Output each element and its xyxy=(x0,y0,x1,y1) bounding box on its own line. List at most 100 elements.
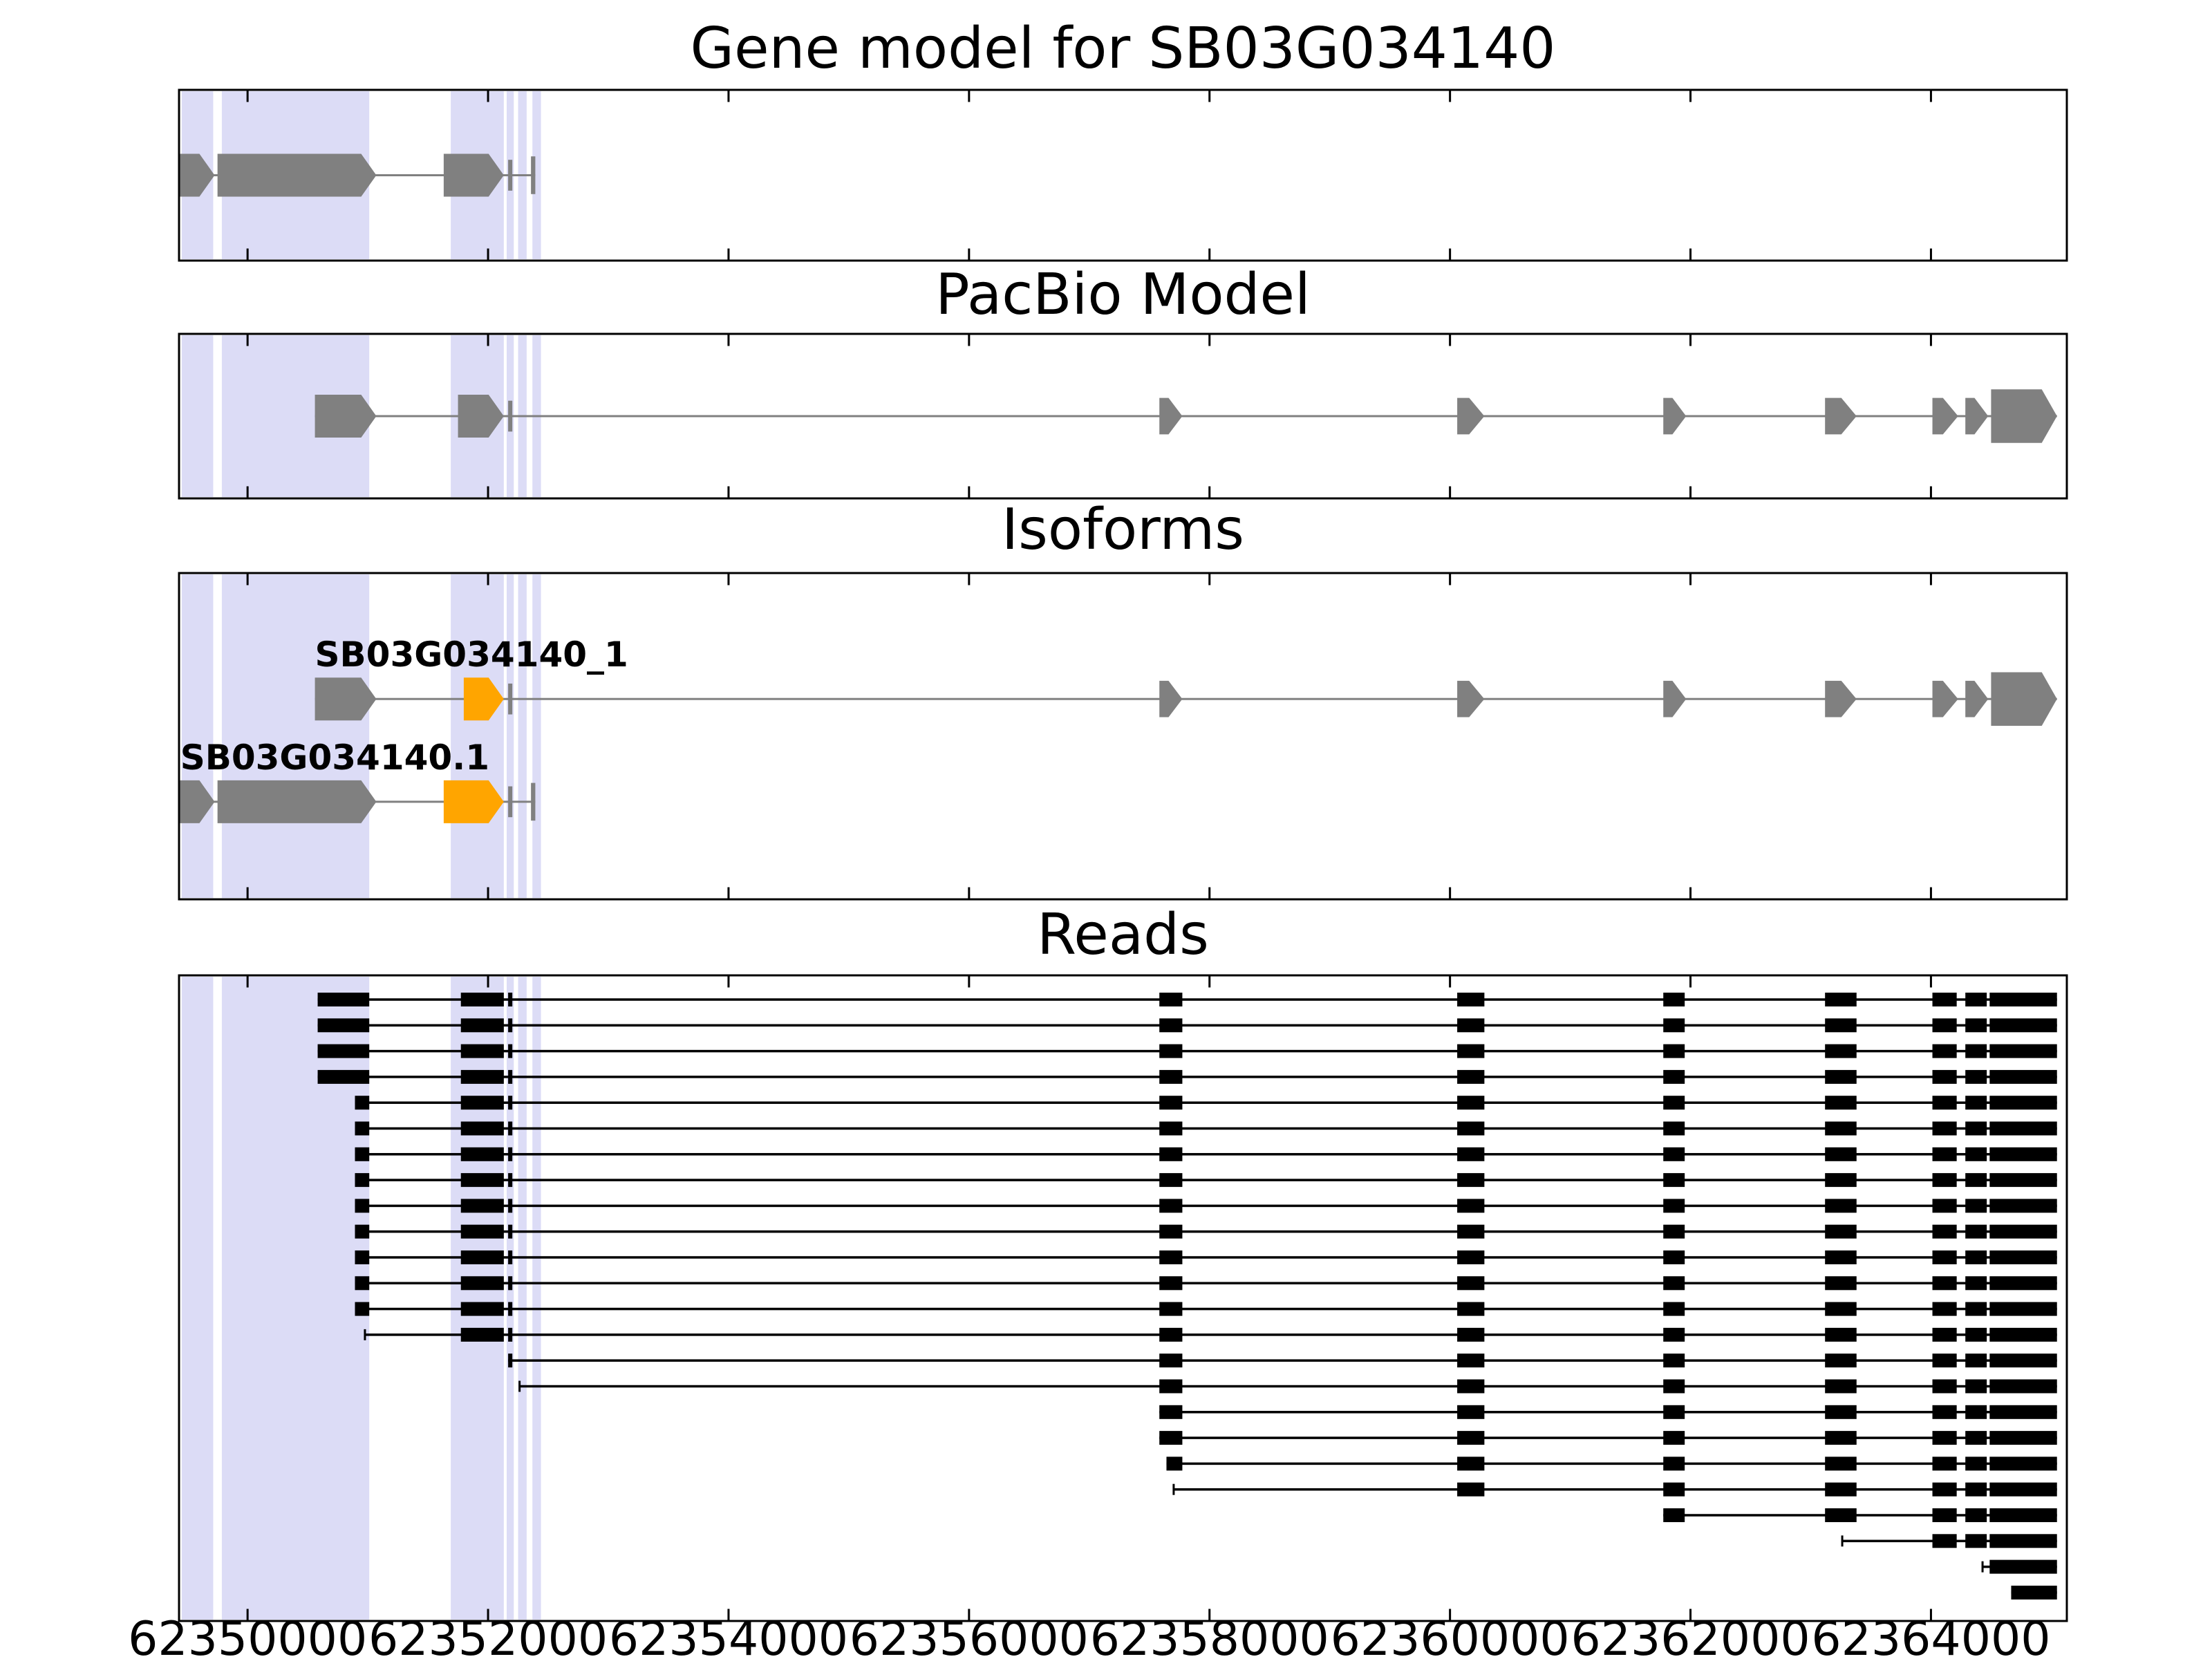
read-exon xyxy=(1965,1173,1987,1188)
read-line xyxy=(317,1024,2057,1027)
highlight-band xyxy=(181,574,214,898)
axis-tick xyxy=(1689,335,1692,346)
read-exon xyxy=(1825,1276,1857,1291)
axis-tick xyxy=(968,887,971,899)
exon-arrow xyxy=(179,153,215,197)
read-exon xyxy=(1965,1096,1987,1110)
read-exon xyxy=(1989,1456,2057,1471)
read-start-cap xyxy=(1172,1483,1175,1495)
axis-tick xyxy=(246,248,249,260)
read-exon xyxy=(1825,1044,1857,1058)
read-exon xyxy=(1159,1405,1183,1419)
read-exon xyxy=(1663,1069,1685,1084)
read-line xyxy=(1173,1488,2057,1491)
x-tick-label: 62358000 xyxy=(1090,1612,1329,1659)
read-exon xyxy=(1932,1147,1957,1161)
read-exon xyxy=(1457,1302,1485,1316)
read-exon xyxy=(1989,1379,2057,1394)
read-exon xyxy=(1825,1224,1857,1239)
read-exon xyxy=(1989,1508,2057,1522)
read-exon xyxy=(460,1250,504,1264)
intron-line xyxy=(315,415,2057,418)
exon-arrow xyxy=(458,395,504,438)
axis-tick xyxy=(1929,486,1932,498)
read-exon xyxy=(1663,1276,1685,1291)
exon-arrow xyxy=(1663,397,1687,435)
read-exon xyxy=(1989,1199,2057,1213)
read-start-cap xyxy=(364,1329,366,1340)
read-exon xyxy=(1965,1276,1987,1291)
read-exon xyxy=(1932,1456,1957,1471)
read-exon xyxy=(460,1147,504,1161)
axis-tick xyxy=(246,1609,249,1620)
x-tick-label: 62354000 xyxy=(609,1612,848,1659)
panel-border xyxy=(178,332,2068,500)
read-exon xyxy=(1965,1199,1987,1213)
read-exon xyxy=(460,993,504,1006)
axis-tick xyxy=(1929,887,1932,899)
read-exon xyxy=(1159,1147,1183,1161)
read-exon xyxy=(1663,1431,1685,1445)
read-exon xyxy=(1965,1147,1987,1161)
axis-tick xyxy=(246,887,249,899)
read-exon xyxy=(1965,1456,1987,1471)
exon-arrow xyxy=(1932,680,1958,718)
read-exon xyxy=(1932,1379,1957,1394)
exon-arrow xyxy=(463,677,504,721)
read-exon xyxy=(1663,1482,1685,1497)
read-exon xyxy=(1965,1069,1987,1084)
axis-tick xyxy=(487,335,489,346)
isoform-label: SB03G034140.1 xyxy=(180,738,489,778)
read-exon xyxy=(1825,1302,1857,1316)
read-exon xyxy=(1965,1353,1987,1368)
highlight-band xyxy=(221,977,370,1620)
axis-tick xyxy=(1929,1609,1932,1620)
read-exon xyxy=(1457,1276,1485,1291)
read-exon xyxy=(1932,1173,1957,1188)
read-line xyxy=(355,1204,2057,1208)
read-exon xyxy=(317,1018,370,1033)
read-exon xyxy=(1825,1405,1857,1419)
axis-tick xyxy=(1929,335,1932,346)
read-exon xyxy=(1457,1147,1485,1161)
read-exon xyxy=(1663,1096,1685,1110)
axis-tick xyxy=(727,574,730,585)
read-exon xyxy=(1457,1482,1485,1497)
read-exon xyxy=(1989,1559,2057,1574)
read-line xyxy=(364,1333,2057,1336)
read-exon xyxy=(1159,1250,1183,1264)
exon-arrow xyxy=(1159,680,1183,718)
read-exon xyxy=(1457,1431,1485,1445)
axis-tick xyxy=(487,887,489,899)
intron-line xyxy=(315,697,2057,700)
read-exon xyxy=(1825,1069,1857,1084)
read-exon xyxy=(1663,1173,1685,1188)
read-exon xyxy=(1825,993,1857,1006)
read-exon xyxy=(1663,1044,1685,1058)
axis-tick xyxy=(1208,486,1211,498)
read-line xyxy=(355,1230,2057,1233)
axis-tick xyxy=(1689,976,1692,988)
read-exon xyxy=(1932,1069,1957,1084)
read-exon xyxy=(1965,1482,1987,1497)
read-exon xyxy=(460,1327,504,1342)
read-exon xyxy=(1159,1069,1183,1084)
read-exon xyxy=(1989,1044,2057,1058)
axis-tick xyxy=(487,574,489,585)
read-exon xyxy=(1825,1147,1857,1161)
read-exon xyxy=(508,1276,513,1291)
read-exon xyxy=(1159,993,1183,1006)
read-exon xyxy=(1663,1121,1685,1136)
read-exon xyxy=(1989,1405,2057,1419)
read-exon xyxy=(1825,1250,1857,1264)
read-exon xyxy=(1457,1224,1485,1239)
x-tick-label: 62360000 xyxy=(1331,1612,1570,1659)
exon-tick xyxy=(508,786,513,818)
read-exon xyxy=(1159,1173,1183,1188)
read-exon xyxy=(317,1044,370,1058)
axis-tick xyxy=(968,1609,971,1620)
read-exon xyxy=(1457,1199,1485,1213)
axis-tick xyxy=(1449,248,1452,260)
read-exon xyxy=(1965,1431,1987,1445)
